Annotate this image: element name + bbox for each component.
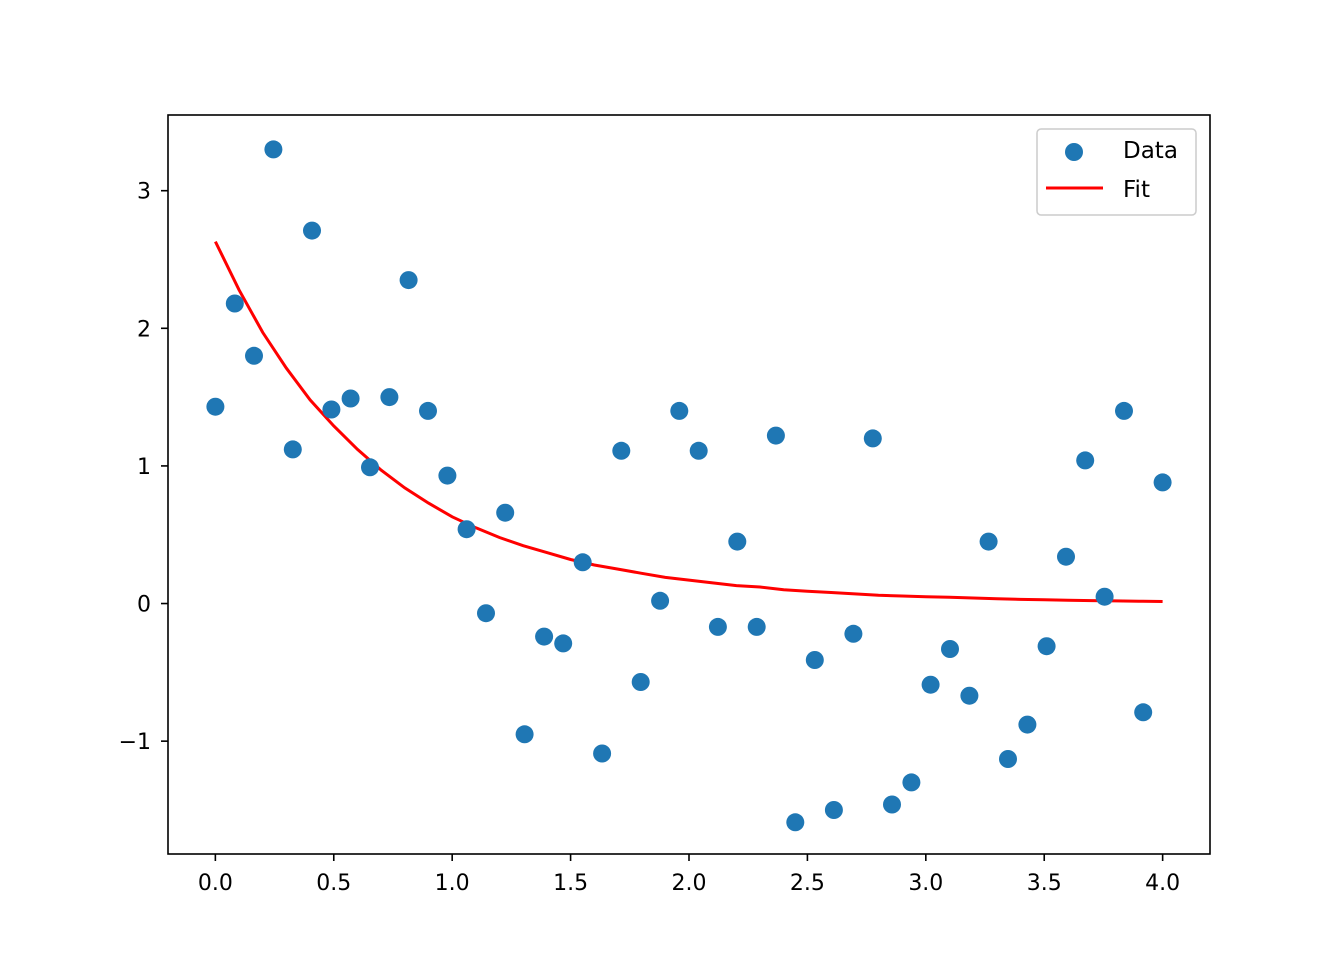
data-point — [941, 640, 959, 658]
data-point — [689, 441, 708, 460]
y-tick-label: 1 — [137, 455, 151, 480]
data-point — [361, 458, 379, 477]
x-axis: 0.0 0.5 1.0 1.5 2.0 2.5 3.0 3.5 4.0 — [198, 854, 1180, 896]
data-point — [457, 520, 476, 539]
x-tick-label: 0.0 — [198, 871, 233, 896]
data-point — [728, 532, 747, 551]
x-tick-label: 2.5 — [790, 871, 825, 896]
data-point — [883, 795, 901, 814]
data-point — [496, 503, 515, 522]
y-tick-label: 3 — [137, 180, 151, 205]
data-point — [1057, 547, 1075, 566]
data-point — [554, 634, 573, 653]
x-tick-label: 0.5 — [316, 871, 351, 896]
data-point — [902, 773, 921, 792]
data-point — [322, 400, 341, 419]
data-point — [747, 617, 766, 636]
data-point — [225, 294, 244, 313]
data-point — [1153, 473, 1172, 492]
data-point — [419, 401, 437, 420]
x-tick-label: 2.0 — [672, 871, 707, 896]
y-tick-label: −1 — [119, 730, 151, 755]
data-point — [1018, 715, 1037, 734]
data-point — [1076, 451, 1095, 470]
y-tick-label: 2 — [137, 317, 151, 342]
data-point — [380, 388, 399, 407]
x-tick-label: 1.0 — [435, 871, 470, 896]
legend-fit-label: Fit — [1123, 177, 1150, 203]
data-point — [786, 813, 805, 832]
data-point — [960, 686, 979, 705]
scatter-points-layer — [206, 140, 1172, 832]
data-point — [399, 271, 418, 290]
data-point — [999, 750, 1017, 768]
legend-data-marker — [1065, 143, 1083, 161]
x-tick-label: 3.5 — [1027, 871, 1062, 896]
data-point — [535, 627, 554, 646]
data-point — [264, 140, 283, 159]
data-point — [303, 221, 321, 240]
y-tick-label: 0 — [137, 593, 151, 618]
x-tick-label: 1.5 — [553, 871, 588, 896]
x-tick-label: 4.0 — [1145, 871, 1180, 896]
x-tick-label: 3.0 — [908, 871, 943, 896]
data-point — [670, 401, 689, 420]
data-point — [477, 604, 495, 623]
data-point — [1115, 401, 1133, 420]
data-point — [824, 801, 843, 819]
data-point — [921, 675, 940, 694]
data-point — [708, 617, 727, 636]
data-point — [283, 440, 302, 459]
data-point — [805, 651, 824, 669]
data-point — [206, 397, 225, 416]
data-point — [631, 673, 650, 691]
data-point — [515, 725, 534, 744]
y-axis: −1 0 1 2 3 — [119, 180, 168, 755]
plot-area — [168, 115, 1210, 854]
legend: Data Fit — [1036, 128, 1197, 216]
data-point — [863, 429, 882, 448]
data-point — [979, 532, 998, 551]
data-point — [612, 441, 631, 460]
data-point — [245, 346, 263, 365]
data-point — [573, 553, 592, 572]
data-point — [341, 389, 360, 408]
data-point — [593, 744, 612, 763]
data-point — [844, 624, 863, 643]
data-point — [766, 426, 785, 445]
legend-data-label: Data — [1123, 138, 1178, 164]
data-point — [1095, 587, 1114, 606]
data-point — [1037, 637, 1056, 656]
data-point — [1134, 703, 1153, 722]
data-point — [438, 466, 457, 485]
data-point — [651, 591, 670, 610]
